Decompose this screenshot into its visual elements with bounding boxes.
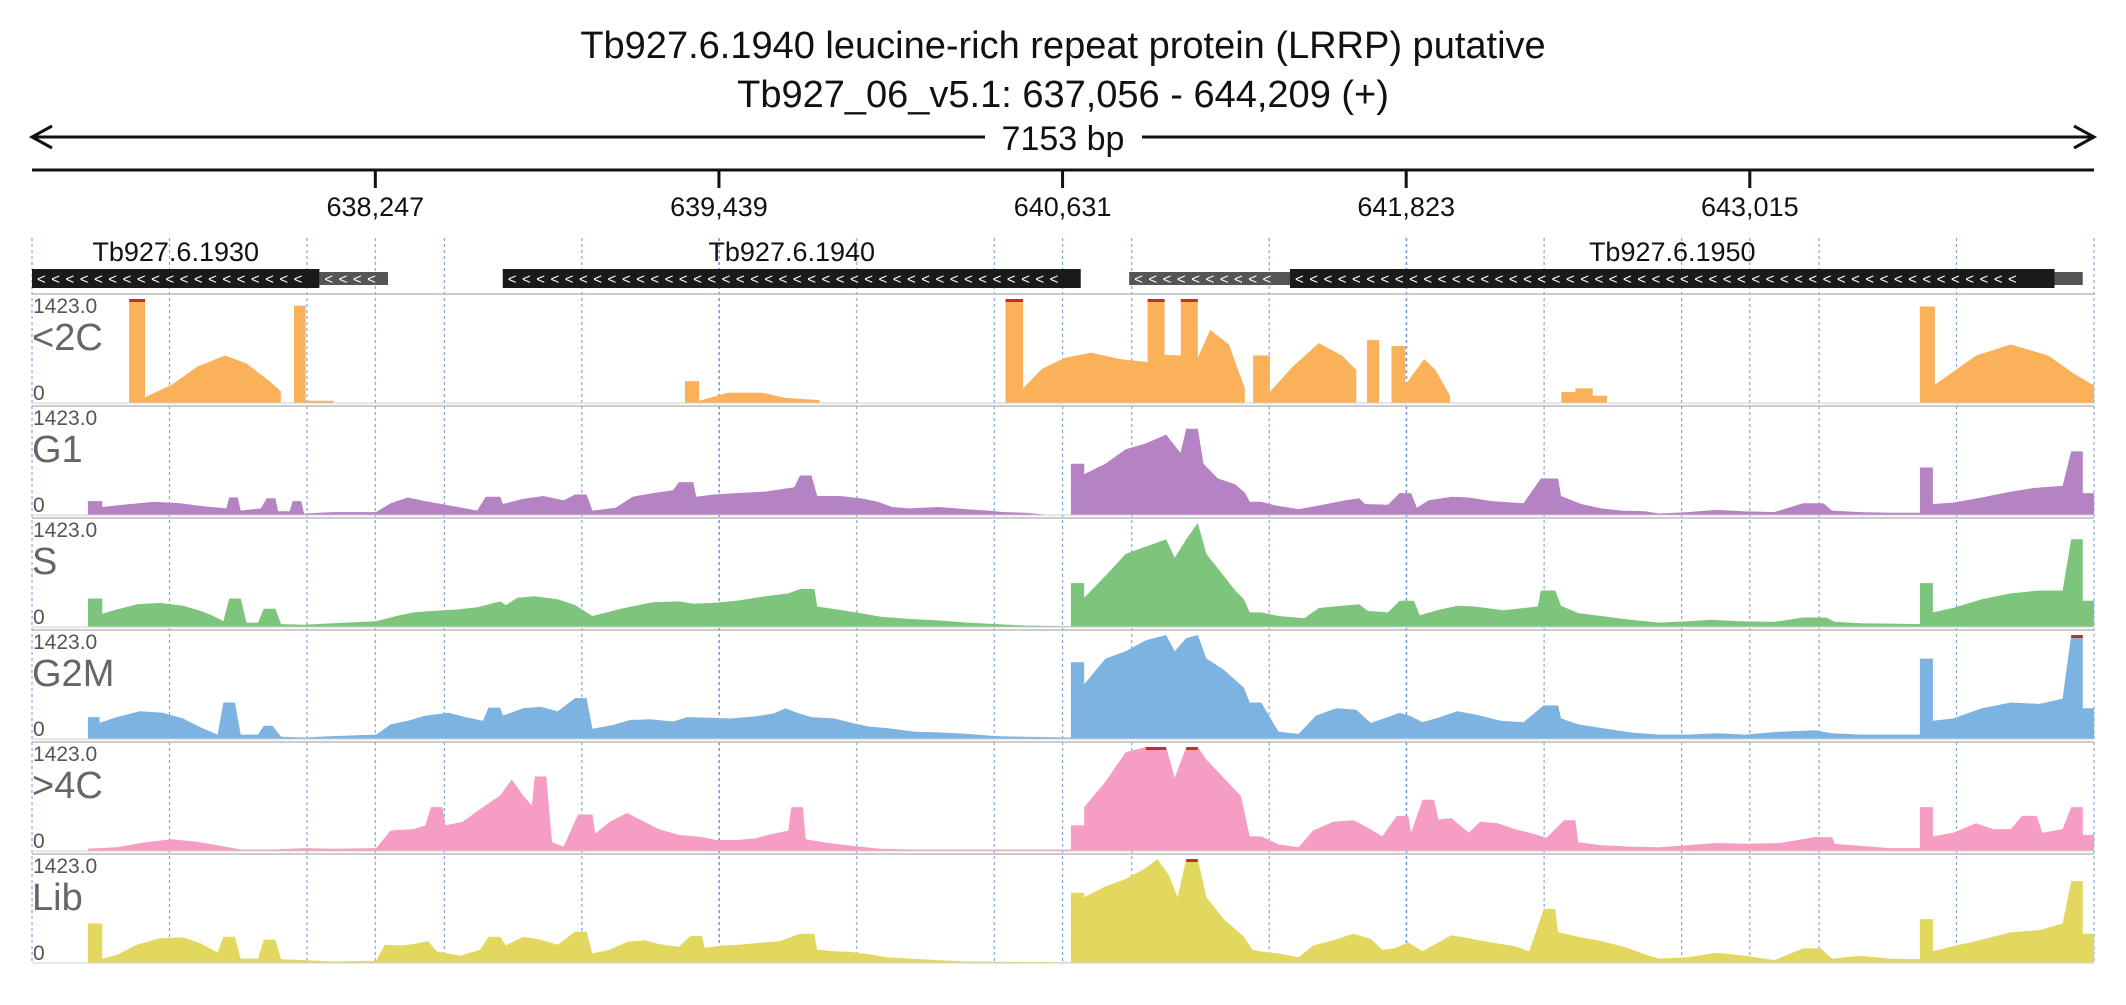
track-clip-3-112 [2071,635,2083,638]
track-name-2: S [32,541,57,583]
track-ymax-label-4: 1423.0 [33,743,97,766]
gene-cds-0 [32,269,320,288]
track-2: 1423.0 0 S [32,517,2094,629]
gene-label-2: Tb927.6.1950 [1589,237,1756,267]
ruler-tick-label-4: 643,015 [1701,192,1799,222]
track-ymin-label-1: 0 [33,494,45,517]
track-3: 1423.0 0 G2M [32,629,2094,741]
gene-cds-chevrons-1: <<<<<<<<<<<<<<<<<<<<<<<<<<<<<<<<<<<<<<< [508,271,1064,288]
gene-cds-1 [502,269,1081,288]
track-ymax-label-1: 1423.0 [33,407,97,430]
track-name-0: <2C [32,317,103,359]
track-area-0 [32,299,2094,403]
gene-label-1: Tb927.6.1940 [708,237,875,267]
span-length-label: 7153 bp [1002,120,1125,158]
ruler-tick-label-0: 638,247 [327,192,425,222]
track-clip-0-28 [1005,299,1024,302]
track-ymax-label-2: 1423.0 [33,519,97,542]
figure-title-line1: Tb927.6.1940 leucine-rich repeat protein… [580,25,1545,67]
track-area-4 [32,747,2094,851]
track-area-2 [32,523,2094,627]
gene-utr-chevrons-2: <<<<<<<<<< [1134,271,1277,288]
gene-cds-2 [1290,269,2055,288]
ruler-ticks: 638,247 639,439 640,631 641,823 643,015 [327,170,1799,222]
ruler-tick-label-1: 639,439 [670,192,768,222]
guide-lines [31,238,2095,962]
coverage-tracks: 1423.00<2C1423.00G11423.00S1423.00G2M142… [32,293,2094,965]
track-area-3 [32,635,2094,739]
track-ymin-label-4: 0 [33,830,45,853]
gene-track: <<<<<<<<<<<<<<<<<<<<<<<Tb927.6.1930<<<<<… [32,237,2083,288]
track-clip-0-36 [1147,299,1165,302]
track-5: 1423.0 0 Lib [32,853,2094,965]
ruler-tick-label-2: 640,631 [1014,192,1112,222]
track-clip-5-69 [1186,859,1198,862]
track-area-1 [32,428,2094,515]
span-arrowhead-left [28,124,53,150]
figure-title-line2: Tb927_06_v5.1: 637,056 - 644,209 (+) [737,74,1389,116]
gene-utr2-2 [2054,272,2083,285]
ruler-tick-label-3: 641,823 [1357,192,1455,222]
track-clip-4-60 [1186,747,1198,750]
track-1: 1423.0 0 G1 [32,405,2094,517]
track-0: 1423.0 0 <2C [32,293,2094,405]
track-area-5 [32,859,2094,963]
track-clip-0-2 [129,299,146,302]
track-4: 1423.0 0 >4C [32,741,2094,853]
track-clip-0-40 [1180,299,1198,302]
track-name-4: >4C [32,765,103,807]
track-name-1: G1 [32,429,83,471]
track-ymax-label-0: 1423.0 [33,295,97,318]
gene-utr-2 [1129,272,1291,285]
gene-cds-chevrons-2: <<<<<<<<<<<<<<<<<<<<<<<<<<<<<<<<<<<<<<<<… [1295,271,2022,288]
gene-utr-0 [319,272,389,285]
gene-label-0: Tb927.6.1930 [92,237,259,267]
gene-utr-chevrons-0: <<<< [324,271,381,288]
track-name-5: Lib [32,877,83,919]
track-ymin-label-5: 0 [33,942,45,965]
track-ymin-label-3: 0 [33,718,45,741]
gene-cds-chevrons-0: <<<<<<<<<<<<<<<<<<< [37,271,308,288]
track-ymin-label-2: 0 [33,606,45,629]
track-clip-4-57 [1145,747,1167,750]
span-arrowhead-right [2073,124,2098,150]
track-name-3: G2M [32,653,114,695]
track-ymax-label-3: 1423.0 [33,631,97,654]
track-ymax-label-5: 1423.0 [33,855,97,878]
track-ymin-label-0: 0 [33,382,45,405]
